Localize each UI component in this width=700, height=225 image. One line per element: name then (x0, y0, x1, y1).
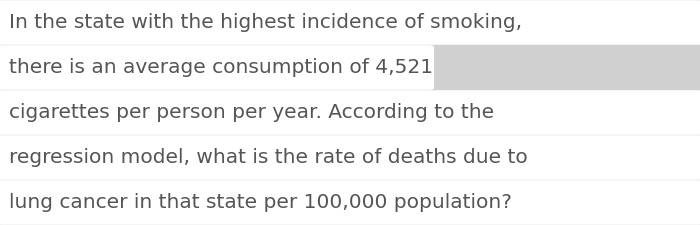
FancyBboxPatch shape (0, 0, 700, 45)
Text: In the state with the highest incidence of smoking,: In the state with the highest incidence … (9, 13, 522, 32)
FancyBboxPatch shape (0, 135, 700, 180)
Text: lung cancer in that state per 100,000 population?: lung cancer in that state per 100,000 po… (9, 193, 512, 212)
FancyBboxPatch shape (0, 90, 700, 135)
Text: cigarettes per person per year. According to the: cigarettes per person per year. Accordin… (9, 103, 494, 122)
Text: regression model, what is the rate of deaths due to: regression model, what is the rate of de… (9, 148, 528, 167)
Text: there is an average consumption of 4,521: there is an average consumption of 4,521 (9, 58, 433, 77)
FancyBboxPatch shape (0, 45, 434, 90)
FancyBboxPatch shape (0, 180, 700, 225)
